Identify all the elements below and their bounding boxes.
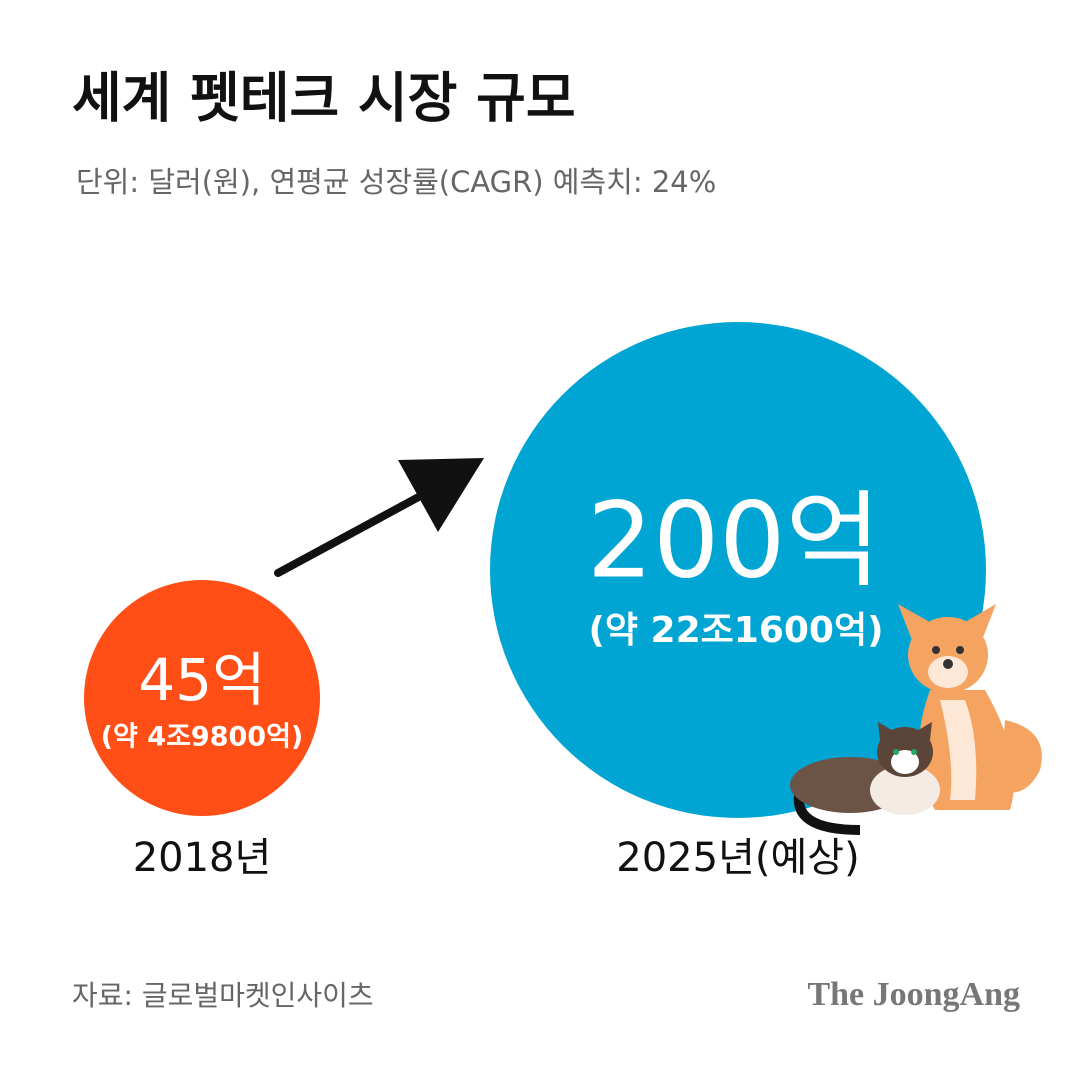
title: 세계 펫테크 시장 규모 [72,67,576,130]
pets-illustration [790,604,1042,835]
logo: The JoongAng [807,976,1020,1013]
source: 자료: 글로벌마켓인사이츠 [72,979,374,1012]
note-2025: (약 22조1600억) [588,610,883,651]
subtitle: 단위: 달러(원), 연평균 성장률(CAGR) 예측치: 24% [76,165,716,199]
year-2018: 2018년 [133,835,272,881]
note-2018: (약 4조9800억) [101,722,304,753]
circle-2018 [84,580,320,816]
circle-2025 [490,322,986,818]
year-2025: 2025년(예상) [616,835,859,881]
arrow-head [398,458,484,532]
value-2018: 45억 [138,646,265,714]
value-2025: 200억 [587,479,881,601]
